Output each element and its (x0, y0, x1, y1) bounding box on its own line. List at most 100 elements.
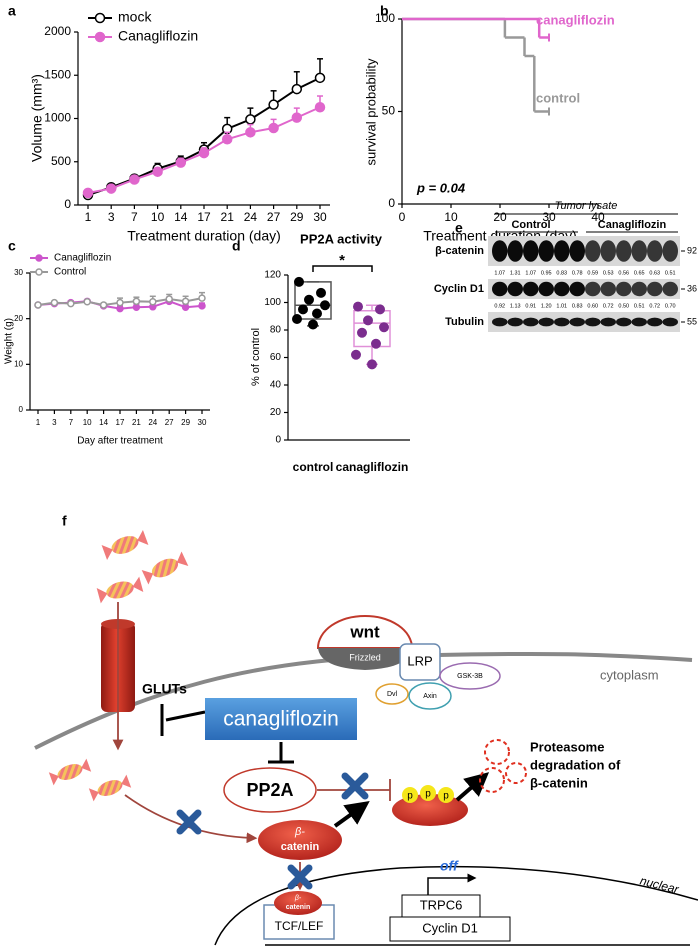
data-point (312, 308, 322, 319)
blot-band (523, 317, 539, 327)
marker (67, 299, 75, 308)
arrow (333, 800, 370, 828)
x-tick-label: canagliflozin (336, 460, 409, 474)
x-tick-label: 29 (290, 210, 304, 224)
marker (291, 83, 303, 95)
marker (175, 157, 187, 168)
ratio-label: 0.50 (618, 303, 629, 309)
panel-letter: e (455, 220, 463, 236)
ratio-label: 0.72 (649, 303, 660, 309)
x-tick-label: 10 (151, 210, 165, 224)
y-tick-label: 60 (270, 352, 282, 363)
blot-band (600, 240, 616, 262)
blot-band (538, 317, 554, 327)
x-tick-label: 7 (131, 210, 138, 224)
blot-band (569, 281, 585, 297)
marker (94, 12, 106, 24)
ratio-label: 1.01 (556, 303, 567, 309)
annotation: * (339, 252, 345, 269)
x-tick-label: 24 (244, 210, 258, 224)
marker (83, 298, 91, 306)
blot-band (554, 281, 570, 297)
marker (198, 147, 210, 159)
ratio-label: 1.07 (494, 270, 505, 276)
ratio-label: 0.83 (556, 270, 567, 276)
marker (198, 302, 206, 310)
pp2a-enzyme (223, 767, 317, 813)
panel-letter: b (380, 3, 389, 19)
gene-box (389, 916, 511, 942)
panel-letter: c (8, 238, 16, 254)
data-point (375, 304, 385, 315)
marker (132, 297, 141, 306)
x-tick-label: 27 (165, 418, 174, 427)
data-point (363, 315, 373, 326)
x-tick-label: 29 (181, 418, 190, 427)
ratio-label: 1.13 (510, 303, 521, 309)
group-label: Control (511, 219, 550, 231)
ratio-label: 0.56 (618, 270, 629, 276)
data-point (308, 319, 318, 330)
nuclear-membrane (214, 865, 698, 946)
arrow (455, 772, 490, 802)
series-label: canagliflozin (536, 12, 615, 27)
size-label: 55 (687, 316, 697, 326)
phosphate (402, 787, 418, 803)
marker (82, 187, 94, 199)
size-label: 36 (687, 283, 697, 293)
ratio-label: 0.53 (603, 270, 614, 276)
wnt-ligand (316, 615, 414, 649)
ratio-label: 1.20 (541, 303, 552, 309)
degradation-label: β-catenin (530, 775, 588, 790)
marker (35, 254, 43, 262)
degraded-fragment (484, 739, 510, 765)
blot-band (585, 281, 601, 297)
y-axis-label: Weight (g) (4, 318, 15, 364)
transcription-arrow (427, 873, 477, 895)
degraded-fragment (505, 762, 527, 784)
blot-band (507, 317, 523, 327)
marker (221, 134, 233, 145)
degradation-label: Proteasome (530, 739, 604, 754)
blot-panel: e Tumor lysate Control Canagliflozin (455, 200, 678, 236)
blot-band (631, 317, 647, 327)
marker (314, 102, 326, 113)
gene-label: TRPC6 (420, 897, 463, 912)
sugar-icons (48, 529, 189, 802)
blot-band (662, 281, 678, 297)
ratio-label: 0.65 (634, 270, 645, 276)
protein-label: catenin (286, 904, 311, 911)
tcf-label: TCF/LEF (275, 919, 324, 933)
ratio-label: 0.63 (649, 270, 660, 276)
transporter-label: GLUTs (142, 681, 187, 697)
y-tick-label: 10 (14, 359, 23, 368)
lrp-label: LRP (407, 653, 432, 668)
blot-band (492, 317, 508, 327)
phosphate (438, 787, 454, 803)
degraded-fragment (479, 767, 505, 793)
panel-letter: d (232, 238, 241, 254)
blot-band (492, 281, 508, 297)
marker (116, 304, 124, 313)
data-point (371, 338, 381, 349)
axin-protein (408, 682, 452, 710)
phosphate-label: p (407, 791, 413, 802)
ratio-label: 0.95 (541, 270, 552, 276)
blot-band (569, 317, 585, 327)
y-tick-label: 500 (51, 154, 71, 168)
x-tick-label: 10 (83, 418, 92, 427)
marker (35, 268, 43, 276)
x-tick-label: 20 (493, 210, 507, 224)
x-tick-label: 30 (198, 418, 207, 427)
box (294, 281, 332, 320)
nuclear-beta-catenin (274, 891, 322, 915)
data-point (357, 327, 367, 338)
chart-title: PP2A activity (300, 231, 383, 246)
gsk-label: GSK-3B (457, 673, 483, 680)
marker (181, 297, 190, 306)
data-point (320, 300, 330, 311)
ratio-label: 0.91 (525, 303, 536, 309)
x-tick-label: 17 (197, 210, 211, 224)
ratio-label: 0.83 (572, 303, 583, 309)
compartment-label: nuclear (639, 873, 682, 896)
